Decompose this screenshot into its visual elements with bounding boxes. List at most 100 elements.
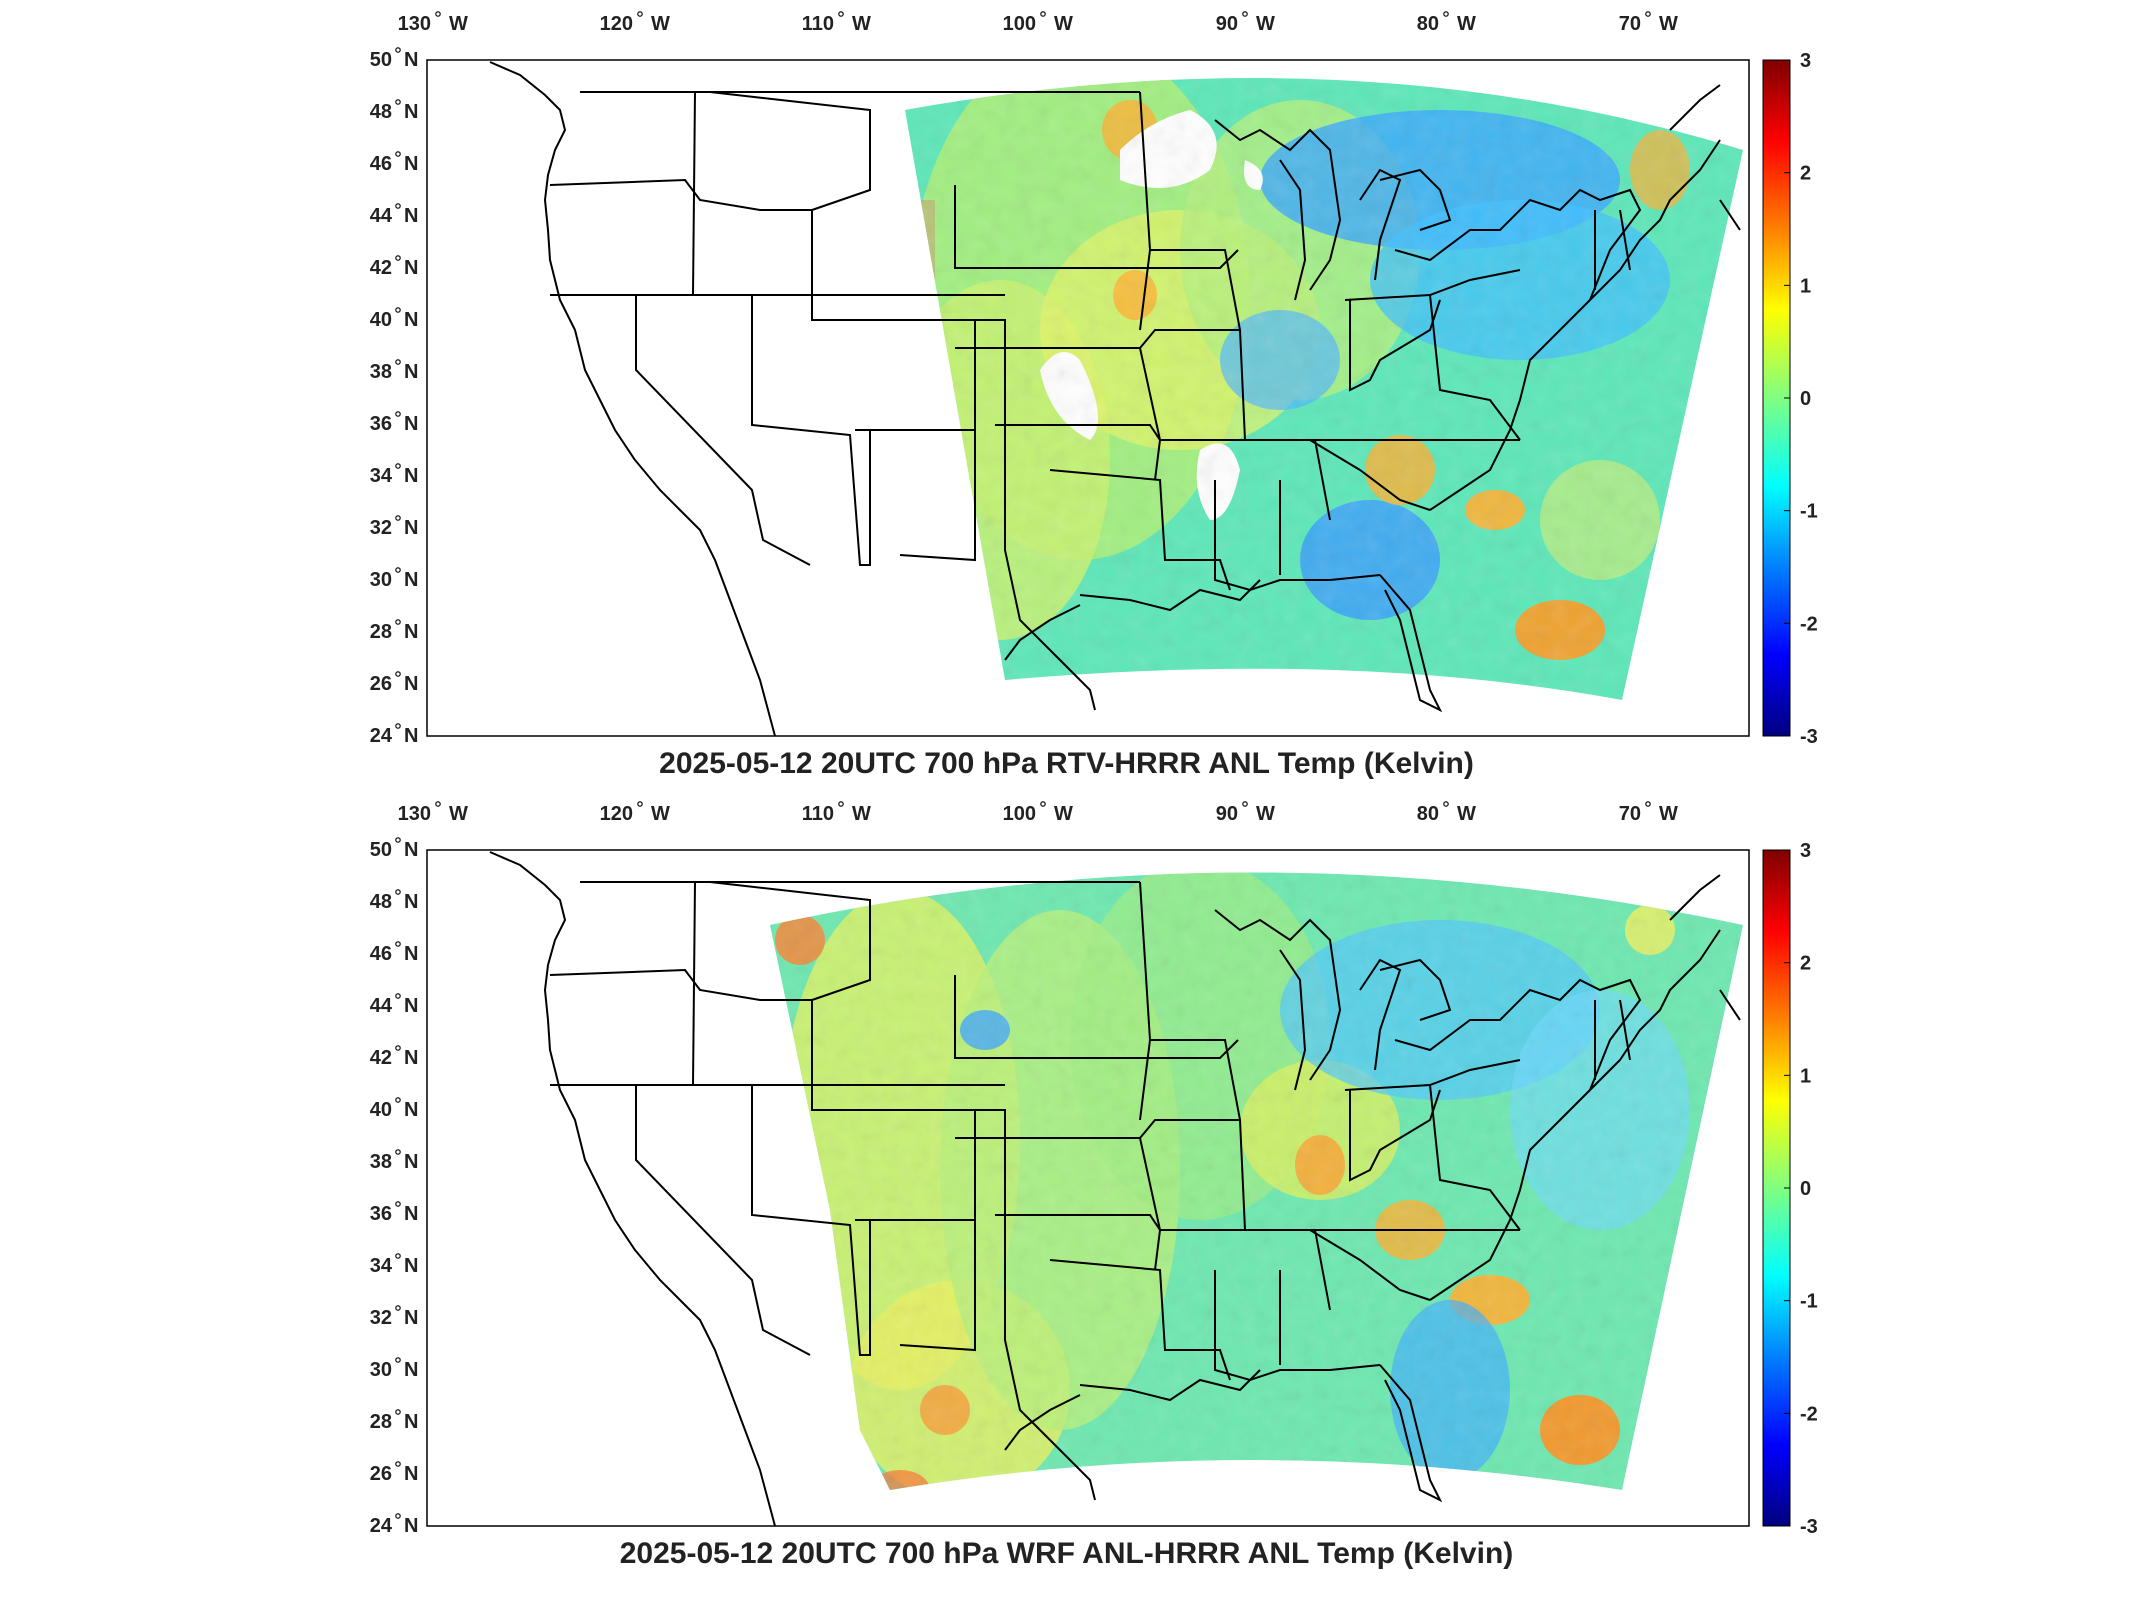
degree-symbol <box>1242 11 1248 17</box>
colorbar-tick-label: 0 <box>1800 388 1811 410</box>
latitude-label: 40 <box>370 309 392 331</box>
latitude-label: 46 <box>370 943 392 965</box>
latitude-label: 44 <box>370 205 393 227</box>
latitude-label: 42 <box>370 1047 392 1069</box>
latitude-label: 38 <box>370 361 392 383</box>
latitude-hemisphere: N <box>404 101 418 123</box>
latitude-label: 30 <box>370 1359 392 1381</box>
degree-symbol <box>395 47 401 53</box>
latitude-hemisphere: N <box>404 1151 418 1173</box>
latitude-label: 28 <box>370 1411 392 1433</box>
degree-symbol <box>395 203 401 209</box>
panel-title: 2025-05-12 20UTC 700 hPa RTV-HRRR ANL Te… <box>659 747 1474 780</box>
degree-symbol <box>1645 11 1651 17</box>
longitude-label: 110 <box>802 13 834 35</box>
longitude-label: 90 <box>1216 13 1238 35</box>
latitude-hemisphere: N <box>404 205 418 227</box>
latitude-hemisphere: N <box>404 49 418 71</box>
latitude-labels: 50 N48 N46 N44 N42 N40 N38 N36 N34 N32 N30 N28 N26 N2… <box>370 837 418 1537</box>
longitude-hemisphere: W <box>1457 803 1476 825</box>
latitude-label: 32 <box>370 517 392 539</box>
degree-symbol <box>1040 11 1046 17</box>
latitude-label: 40 <box>370 1099 392 1121</box>
degree-symbol <box>1645 801 1651 807</box>
latitude-hemisphere: N <box>404 621 418 643</box>
degree-symbol <box>1443 801 1449 807</box>
latitude-hemisphere: N <box>404 995 418 1017</box>
latitude-hemisphere: N <box>404 1463 418 1485</box>
latitude-label: 48 <box>370 891 392 913</box>
degree-symbol <box>395 255 401 261</box>
latitude-hemisphere: N <box>404 257 418 279</box>
colorbar-tick-label: 3 <box>1800 50 1811 72</box>
colorbar-tick-label: -1 <box>1800 1291 1818 1313</box>
degree-symbol <box>395 837 401 843</box>
colorbar-tick-label: -2 <box>1800 613 1818 635</box>
colorbar-tick-label: -2 <box>1800 1403 1818 1425</box>
latitude-hemisphere: N <box>404 1255 418 1277</box>
latitude-hemisphere: N <box>404 1047 418 1069</box>
latitude-label: 24 <box>370 725 393 747</box>
degree-symbol <box>395 723 401 729</box>
degree-symbol <box>1040 801 1046 807</box>
degree-symbol <box>395 1357 401 1363</box>
latitude-hemisphere: N <box>404 309 418 331</box>
latitude-hemisphere: N <box>404 891 418 913</box>
latitude-hemisphere: N <box>404 1307 418 1329</box>
latitude-label: 48 <box>370 101 392 123</box>
latitude-hemisphere: N <box>404 1411 418 1433</box>
longitude-label: 100 <box>1003 803 1036 825</box>
degree-symbol <box>395 941 401 947</box>
latitude-hemisphere: N <box>404 1515 418 1537</box>
longitude-label: 120 <box>600 13 633 35</box>
degree-symbol <box>395 463 401 469</box>
latitude-label: 46 <box>370 153 392 175</box>
latitude-hemisphere: N <box>404 1359 418 1381</box>
latitude-hemisphere: N <box>404 1099 418 1121</box>
panel-title: 2025-05-12 20UTC 700 hPa WRF ANL-HRRR AN… <box>619 1537 1514 1570</box>
longitude-hemisphere: W <box>1659 13 1678 35</box>
latitude-label: 36 <box>370 1203 392 1225</box>
latitude-hemisphere: N <box>404 673 418 695</box>
degree-symbol <box>395 515 401 521</box>
latitude-label: 26 <box>370 673 392 695</box>
longitude-hemisphere: W <box>852 803 871 825</box>
longitude-label: 80 <box>1417 13 1439 35</box>
degree-symbol <box>395 1097 401 1103</box>
latitude-label: 38 <box>370 1151 392 1173</box>
longitude-hemisphere: W <box>1457 13 1476 35</box>
colorbar-ticks: 3 2 1 0 -1 -2 -3 <box>1784 50 1818 748</box>
degree-symbol <box>435 801 441 807</box>
latitude-hemisphere: N <box>404 569 418 591</box>
longitude-label: 130 <box>398 803 431 825</box>
longitude-labels: 130 W 120 W 110 W 100 W 90 W 80 W 70 W <box>398 11 1678 35</box>
degree-symbol <box>395 1513 401 1519</box>
degree-symbol <box>395 671 401 677</box>
colorbar-tick-label: 2 <box>1800 163 1811 185</box>
temperature-difference-field <box>905 78 1743 700</box>
latitude-hemisphere: N <box>404 465 418 487</box>
longitude-hemisphere: W <box>449 803 468 825</box>
latitude-hemisphere: N <box>404 839 418 861</box>
degree-symbol <box>395 1201 401 1207</box>
latitude-hemisphere: N <box>404 413 418 435</box>
longitude-hemisphere: W <box>1659 803 1678 825</box>
degree-symbol <box>395 1305 401 1311</box>
degree-symbol <box>395 99 401 105</box>
degree-symbol <box>395 993 401 999</box>
longitude-label: 110 <box>802 803 834 825</box>
degree-symbol <box>637 11 643 17</box>
longitude-hemisphere: W <box>1054 13 1073 35</box>
latitude-label: 34 <box>370 465 393 487</box>
longitude-label: 120 <box>600 803 633 825</box>
latitude-label: 50 <box>370 49 392 71</box>
longitude-hemisphere: W <box>651 13 670 35</box>
longitude-label: 100 <box>1003 13 1036 35</box>
temperature-difference-field <box>770 872 1743 1490</box>
colorbar-tick-label: 1 <box>1800 275 1811 297</box>
longitude-label: 80 <box>1417 803 1439 825</box>
colorbar-ticks: 3 2 1 0 -1 -2 -3 <box>1784 840 1818 1538</box>
latitude-label: 26 <box>370 1463 392 1485</box>
map-figure-top: 130 W 120 W 110 W 100 W 90 W 80 W 70 W 50 N48 N46 N44 N42… <box>370 11 1818 748</box>
latitude-hemisphere: N <box>404 943 418 965</box>
